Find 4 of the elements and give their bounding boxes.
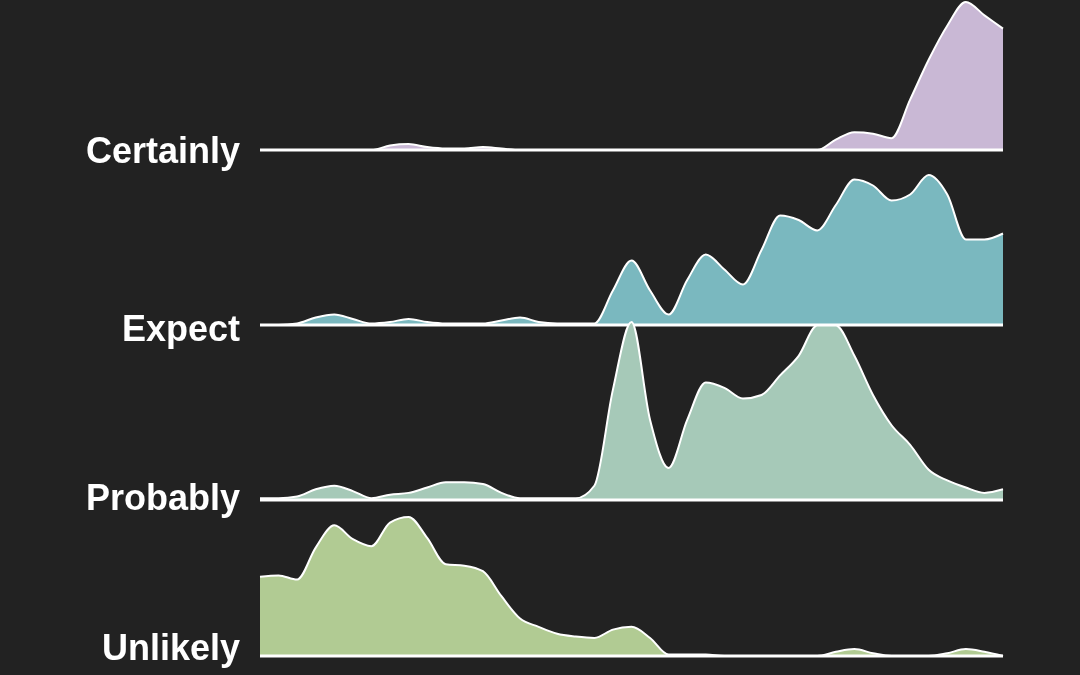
series-label: Probably — [85, 477, 240, 518]
series-label: Unlikely — [101, 627, 240, 668]
series-label: Certainly — [85, 130, 240, 171]
series-label: Expect — [121, 308, 240, 349]
